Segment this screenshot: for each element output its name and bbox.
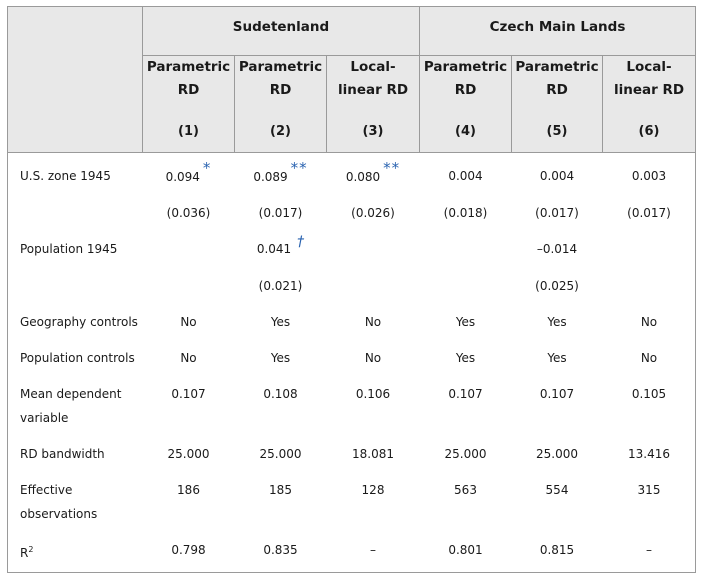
value-cell: Yes <box>455 351 476 365</box>
row-label-population-controls: Population controls <box>20 351 135 365</box>
value-cell: 554 <box>545 483 569 497</box>
coef-cell: 0.089 ** <box>253 159 308 184</box>
value-cell: 0.798 <box>171 543 206 557</box>
value-cell: 0.105 <box>631 387 667 401</box>
value-cell: No <box>640 315 658 329</box>
se-cell: (0.017) <box>627 206 671 220</box>
value-cell: 563 <box>454 483 477 497</box>
significance-mark: * <box>202 159 212 177</box>
value-cell: 128 <box>361 483 385 497</box>
column-divider <box>511 55 512 152</box>
row-label-mean-dependent: Mean dependent variable <box>20 387 122 425</box>
value-cell: No <box>180 351 197 365</box>
column-header-6: Local-linear RD <box>613 59 685 98</box>
value-cell: No <box>364 351 382 365</box>
coef-cell: 0.094 * <box>165 159 212 184</box>
value-cell: 0.107 <box>171 387 206 401</box>
value-cell: No <box>180 315 197 329</box>
value-cell: 0.107 <box>539 387 575 401</box>
se-cell: (0.025) <box>535 279 579 293</box>
column-header-2: Parametric RD <box>238 59 323 98</box>
value-cell: 25.000 <box>259 447 302 461</box>
value-cell: 18.081 <box>352 447 394 461</box>
value-cell: 13.416 <box>628 447 670 461</box>
coef-cell: 0.080 ** <box>345 159 401 184</box>
value-cell: – <box>646 543 652 557</box>
value-cell: 186 <box>177 483 200 497</box>
significance-mark: † <box>297 234 305 250</box>
row-label-population: Population 1945 <box>20 242 118 256</box>
column-header-5: Parametric RD <box>515 59 599 98</box>
se-cell: (0.018) <box>443 206 488 220</box>
row-label-r-squared: R2 <box>20 545 34 560</box>
column-header-1: Parametric RD <box>146 59 231 98</box>
coef-cell: 0.041 † <box>256 234 305 256</box>
value-cell: No <box>640 351 658 365</box>
value-cell: Yes <box>270 315 291 329</box>
value-cell: 25.000 <box>167 447 210 461</box>
significance-mark: ** <box>290 159 308 177</box>
value-cell: 0.107 <box>448 387 483 401</box>
se-cell: (0.026) <box>351 206 395 220</box>
value-cell: Yes <box>455 315 476 329</box>
value-cell: 0.106 <box>355 387 391 401</box>
group-divider <box>419 7 420 152</box>
significance-mark: ** <box>383 159 401 177</box>
column-header-3: Local-linear RD <box>337 59 409 98</box>
value-cell: Yes <box>270 351 291 365</box>
value-cell: No <box>364 315 382 329</box>
se-cell: (0.017) <box>535 206 579 220</box>
value-cell: – <box>370 543 376 557</box>
column-divider <box>326 55 327 152</box>
value-cell: 0.801 <box>448 543 483 557</box>
row-label-effective-observations: Effective observations <box>20 483 98 521</box>
column-number-6: (6) <box>638 124 660 139</box>
column-number-1: (1) <box>178 124 199 139</box>
column-number-4: (4) <box>455 124 476 139</box>
value-cell: 0.835 <box>263 543 298 557</box>
value-cell: 315 <box>637 483 661 497</box>
coef-cell: 0.004 <box>539 169 575 183</box>
row-label-rd-bandwidth: RD bandwidth <box>20 447 105 461</box>
coef-cell: 0.004 <box>448 169 483 183</box>
label-column-divider <box>142 7 143 152</box>
value-cell: 0.108 <box>263 387 298 401</box>
group-header-sudetenland: Sudetenland <box>232 19 330 35</box>
se-cell: (0.021) <box>258 279 303 293</box>
value-cell: Yes <box>547 315 567 329</box>
se-cell: (0.036) <box>166 206 211 220</box>
column-divider <box>234 55 235 152</box>
group-header-czech-main-lands: Czech Main Lands <box>489 19 626 35</box>
column-header-4: Parametric RD <box>423 59 508 98</box>
group-underline <box>142 55 695 56</box>
row-label-geography-controls: Geography controls <box>20 315 138 329</box>
coef-cell: 0.003 <box>631 169 667 183</box>
column-number-2: (2) <box>270 124 291 139</box>
coef-cell: –0.014 <box>536 242 578 256</box>
se-cell: (0.017) <box>258 206 303 220</box>
value-cell: Yes <box>547 351 567 365</box>
regression-table: Sudetenland Czech Main Lands Parametric R… <box>7 6 696 573</box>
table-header <box>8 7 695 153</box>
value-cell: 185 <box>269 483 292 497</box>
value-cell: 25.000 <box>444 447 487 461</box>
value-cell: 25.000 <box>536 447 578 461</box>
row-label-us-zone: U.S. zone 1945 <box>20 169 111 183</box>
column-number-5: (5) <box>546 124 568 139</box>
column-divider <box>602 55 603 152</box>
column-number-3: (3) <box>362 124 384 139</box>
value-cell: 0.815 <box>539 543 575 557</box>
